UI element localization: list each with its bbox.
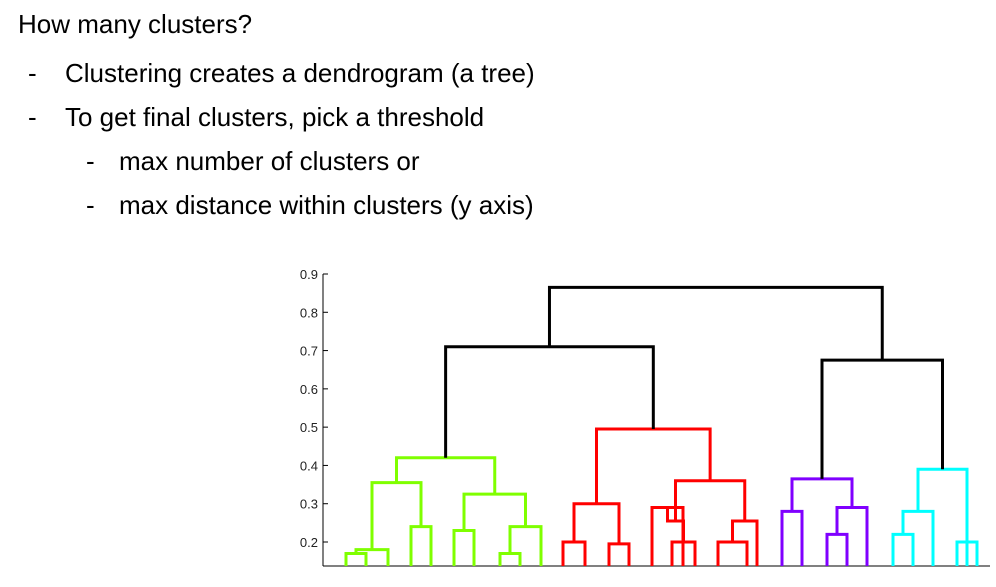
y-tick-label: 0.4 (300, 458, 318, 473)
bullet-marker: - (28, 102, 37, 132)
sub-bullet-marker: - (86, 190, 95, 220)
dendrogram-link-CD (820, 358, 944, 479)
dendrogram-link-d2 (901, 509, 935, 566)
dendrogram-link-b6 (666, 507, 685, 542)
dendrogram-link-A (395, 456, 497, 495)
y-tick-label: 0.5 (300, 420, 318, 435)
sub-bullet-text: max number of clusters or (119, 146, 420, 176)
y-axis: 0.2 0.3 0.4 0.5 0.6 0.7 0.8 0.9 (300, 267, 990, 567)
dendrogram-link-b2 (607, 542, 631, 566)
bullet-text: Clustering creates a dendrogram (a tree) (65, 58, 535, 88)
slide-title: How many clusters? (18, 9, 253, 39)
dendrogram-link-a3 (409, 525, 433, 566)
dendrogram-link-b8 (731, 519, 759, 566)
dendrogram-link-a4 (370, 481, 423, 550)
dendrogram-link-AB (444, 345, 655, 458)
dendrogram-link-a1 (344, 551, 368, 566)
y-tick-label: 0.8 (300, 305, 318, 320)
dendrogram-link-b9 (674, 479, 747, 521)
dendrogram-link-b1 (561, 540, 587, 566)
dendrogram-link-d1 (891, 532, 915, 566)
dendrogram-link-b7 (716, 540, 749, 566)
y-tick-label: 0.6 (300, 382, 318, 397)
dendrogram-tree (344, 285, 979, 566)
dendrogram-link-a8 (462, 492, 527, 531)
bullet-text: To get final clusters, pick a threshold (65, 102, 485, 132)
y-tick-label: 0.7 (300, 344, 318, 359)
dendrogram-link-c2 (825, 532, 849, 566)
dendrogram-link-ROOT (547, 285, 884, 361)
dendrogram-link-a6 (498, 551, 522, 566)
dendrogram-link-D (916, 467, 969, 542)
sub-bullet-text: max distance within clusters (y axis) (119, 190, 534, 220)
bullet-marker: - (28, 58, 37, 88)
dendrogram-link-a5 (452, 529, 476, 566)
sub-bullet-marker: - (86, 146, 95, 176)
y-tick-label: 0.2 (300, 535, 318, 550)
y-tick-label: 0.3 (300, 497, 318, 512)
dendrogram-link-C (790, 477, 854, 512)
dendrogram-link-a7 (508, 525, 543, 566)
y-tick-label: 0.9 (300, 267, 318, 282)
dendrogram-link-b3 (572, 502, 621, 544)
dendrogram-link-B (595, 427, 712, 504)
dendrogram-link-c3 (835, 506, 869, 566)
dendrogram-link-c1 (780, 509, 804, 566)
